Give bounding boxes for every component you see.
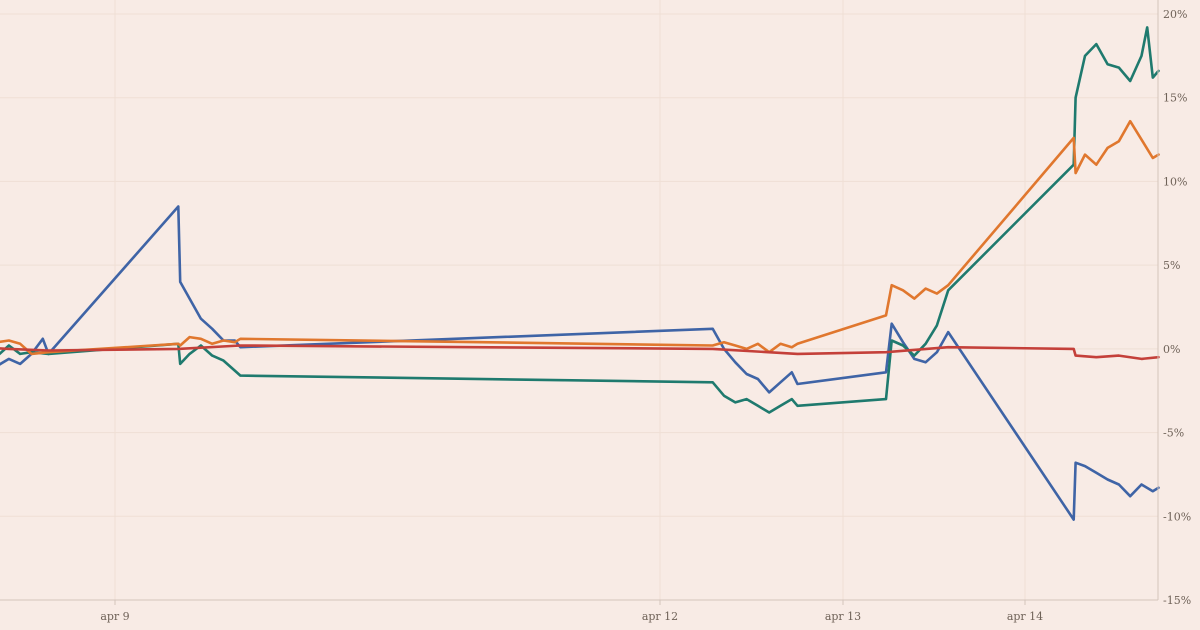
y-tick-label: 5% (1163, 259, 1180, 272)
y-tick-label: 0% (1163, 343, 1180, 356)
y-axis: 20% 15% 10% 5% 0% -5% -10% -15% (1157, 0, 1191, 607)
x-tick-label: apr 12 (642, 610, 678, 623)
x-axis: apr 9 apr 12 apr 13 apr 14 (0, 599, 1158, 623)
y-tick-label: 15% (1163, 92, 1187, 105)
y-tick-label: 20% (1163, 8, 1187, 21)
series-lines (0, 26, 1160, 521)
series-line-1 (0, 205, 1160, 521)
y-tick-label: -10% (1163, 510, 1191, 523)
y-tick-label: -5% (1163, 427, 1184, 440)
x-tick-label: apr 13 (825, 610, 861, 623)
y-tick-label: 10% (1163, 175, 1187, 188)
x-tick-label: apr 9 (100, 610, 129, 623)
y-tick-label: -15% (1163, 594, 1191, 607)
x-tick-label: apr 14 (1007, 610, 1043, 623)
series-line-4 (0, 344, 1160, 361)
